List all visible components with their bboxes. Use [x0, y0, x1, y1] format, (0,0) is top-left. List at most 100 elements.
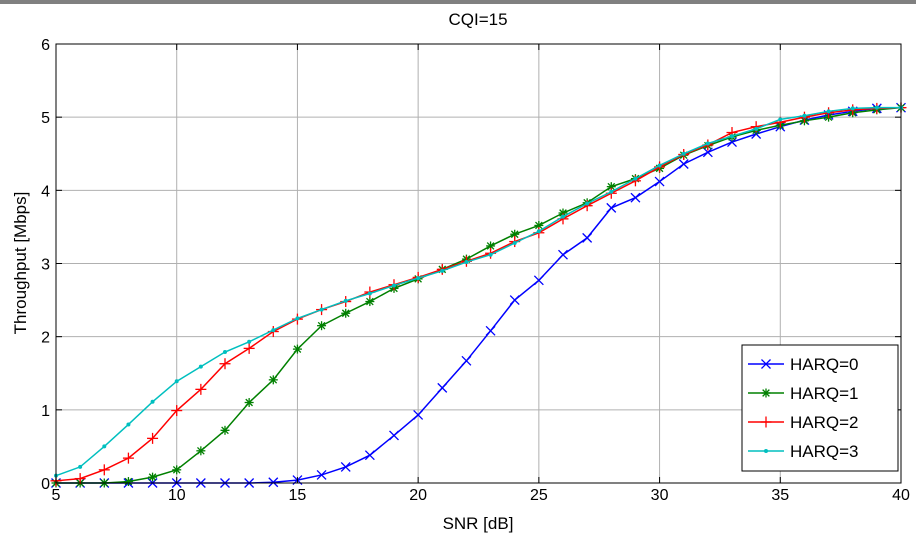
y-tick-label: 1 — [41, 403, 50, 420]
data-point — [826, 109, 831, 114]
data-point — [850, 106, 855, 111]
y-axis-label: Throughput [Mbps] — [11, 192, 30, 335]
data-point — [98, 464, 110, 476]
data-point — [609, 189, 614, 194]
legend-label: HARQ=0 — [790, 355, 859, 374]
data-point — [316, 469, 327, 480]
data-point — [488, 252, 493, 257]
x-tick-label: 15 — [289, 487, 307, 504]
data-point — [295, 316, 300, 321]
axis-ticks: 5 10 15 20 25 30 35 40 0 1 2 3 4 5 6 — [41, 37, 910, 504]
data-point — [464, 260, 469, 265]
data-point — [512, 241, 517, 246]
window-top-border — [0, 0, 916, 4]
data-point — [437, 382, 448, 393]
data-point — [268, 375, 278, 385]
data-point — [341, 308, 351, 318]
data-point — [122, 452, 134, 464]
data-point — [219, 358, 231, 370]
data-point — [486, 241, 496, 251]
data-point — [365, 297, 375, 307]
legend-marker — [760, 416, 772, 428]
data-point — [195, 383, 207, 395]
data-point — [292, 344, 302, 354]
data-point — [389, 430, 399, 441]
x-tick-label: 25 — [530, 487, 548, 504]
legend-item: HARQ=1 — [748, 384, 859, 403]
data-point — [147, 432, 159, 444]
x-tick-label: 10 — [168, 487, 186, 504]
x-tick-label: 20 — [409, 487, 427, 504]
data-point — [754, 126, 759, 131]
legend-label: HARQ=3 — [790, 442, 859, 461]
data-point — [243, 342, 255, 354]
data-point — [220, 425, 230, 435]
legend-label: HARQ=1 — [790, 384, 859, 403]
data-point — [196, 446, 206, 456]
data-point — [705, 141, 710, 146]
series-line — [55, 106, 901, 477]
data-point — [126, 422, 131, 427]
y-tick-label: 4 — [41, 183, 50, 200]
legend-marker — [761, 388, 771, 398]
x-tick-label: 35 — [771, 487, 789, 504]
y-tick-label: 5 — [41, 110, 50, 127]
y-tick-label: 0 — [41, 476, 50, 493]
data-point — [874, 105, 879, 110]
data-point — [730, 134, 734, 139]
legend-marker — [761, 359, 771, 369]
data-point — [681, 151, 686, 156]
data-point — [440, 268, 445, 273]
x-tick-label: 40 — [892, 487, 910, 504]
chart-title: CQI=15 — [448, 10, 507, 29]
data-point — [485, 325, 496, 336]
data-point — [561, 214, 565, 219]
data-point — [268, 477, 279, 488]
data-point — [582, 232, 593, 243]
data-point — [271, 328, 276, 333]
data-point — [630, 192, 641, 203]
legend-item: HARQ=0 — [748, 355, 859, 374]
data-point — [633, 176, 638, 181]
data-point — [172, 465, 182, 475]
y-tick-label: 2 — [41, 330, 50, 347]
series-line — [55, 106, 902, 482]
data-point — [174, 379, 179, 384]
data-point — [171, 405, 183, 417]
x-axis-label: SNR [dB] — [443, 514, 514, 533]
data-point — [364, 450, 375, 461]
data-point — [654, 176, 665, 187]
data-point — [536, 229, 541, 234]
data-point — [585, 201, 590, 206]
data-point — [413, 409, 424, 420]
data-point — [461, 355, 472, 366]
data-point — [247, 339, 252, 344]
series-line — [56, 106, 902, 484]
data-point — [150, 399, 155, 404]
data-point — [509, 295, 520, 306]
x-tick-label: 30 — [651, 487, 669, 504]
data-point — [317, 321, 327, 331]
y-tick-label: 6 — [41, 37, 50, 54]
data-point — [657, 163, 662, 168]
data-point — [606, 202, 617, 213]
legend-item: HARQ=2 — [748, 413, 859, 432]
data-point — [102, 444, 107, 449]
data-point — [367, 291, 372, 296]
series-harq-1 — [51, 103, 906, 488]
data-point — [123, 477, 133, 487]
data-point — [74, 473, 86, 485]
data-point — [223, 350, 227, 355]
data-point — [678, 159, 689, 169]
legend-marker — [764, 449, 768, 453]
series-harq-2 — [50, 102, 907, 487]
data-point — [340, 461, 351, 472]
data-point — [198, 364, 203, 369]
data-point — [416, 276, 421, 281]
legend-label: HARQ=2 — [790, 413, 859, 432]
data-point — [558, 249, 568, 260]
data-point — [343, 298, 348, 303]
data-point — [319, 307, 324, 312]
